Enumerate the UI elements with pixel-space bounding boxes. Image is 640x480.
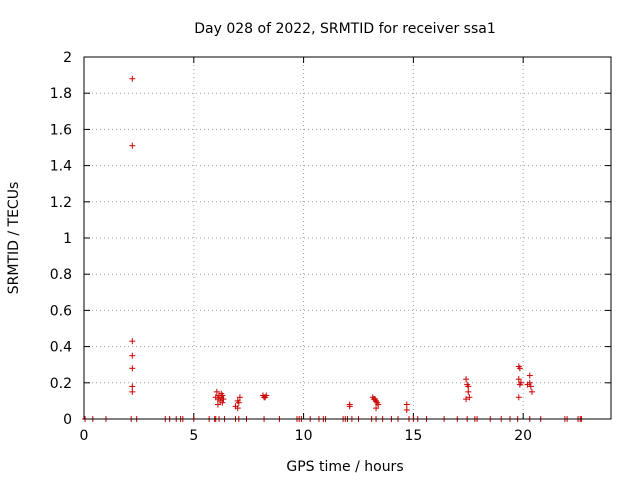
y-tick-label: 0.4 — [50, 340, 72, 356]
data-point — [403, 406, 410, 413]
data-point — [219, 399, 226, 406]
x-tick-label: 10 — [295, 428, 313, 444]
y-tick-label: 1.4 — [50, 159, 72, 175]
y-tick-label: 1.2 — [50, 195, 72, 211]
data-point — [220, 396, 227, 403]
data-point — [129, 365, 136, 372]
data-point — [465, 388, 472, 395]
x-tick-label: 5 — [189, 428, 198, 444]
data-point — [129, 142, 136, 149]
data-point — [527, 383, 534, 390]
plot-frame — [83, 56, 612, 420]
x-tick-label: 0 — [80, 428, 89, 444]
x-tick-label: 15 — [404, 428, 422, 444]
y-tick-label: 0.8 — [50, 267, 72, 283]
data-point — [515, 376, 522, 383]
data-point — [212, 394, 219, 401]
y-tick-label: 1.6 — [50, 122, 72, 138]
data-point — [213, 388, 220, 395]
data-point — [346, 403, 353, 410]
y-tick-label: 0 — [63, 412, 72, 428]
data-point — [403, 401, 410, 408]
y-tick-label: 2 — [63, 50, 72, 66]
grid-lines — [84, 57, 611, 419]
data-point — [373, 405, 380, 412]
data-point — [466, 394, 473, 401]
y-tick-label: 1 — [63, 231, 72, 247]
data-point — [515, 394, 522, 401]
data-point — [463, 396, 470, 403]
axis-ticks: 0 5 10 15 20 0 0.2 0.4 0.6 0.8 1 1.2 1.4 1.6 1.8 2 — [50, 50, 611, 444]
data-point — [234, 397, 241, 404]
data-point — [214, 401, 221, 408]
data-point — [375, 401, 382, 408]
data-point — [234, 405, 241, 412]
data-point — [129, 352, 136, 359]
data-point — [517, 379, 524, 386]
data-point — [526, 372, 533, 379]
data-point — [219, 392, 226, 399]
y-tick-label: 0.6 — [50, 303, 72, 319]
data-point — [129, 383, 136, 390]
x-tick-label: 20 — [514, 428, 532, 444]
data-point — [129, 388, 136, 395]
data-point — [516, 365, 523, 372]
y-axis-label: SRMTID / TECUs — [6, 182, 22, 295]
y-tick-label: 1.8 — [50, 86, 72, 102]
data-point — [465, 383, 472, 390]
data-point — [370, 396, 377, 403]
data-point — [236, 394, 243, 401]
data-point — [528, 388, 535, 395]
data-point — [129, 75, 136, 82]
data-points — [82, 75, 585, 422]
chart-title: Day 028 of 2022, SRMTID for receiver ssa… — [194, 21, 496, 37]
y-tick-label: 0.2 — [50, 376, 72, 392]
x-axis-label: GPS time / hours — [286, 459, 403, 475]
data-point — [129, 338, 136, 345]
data-point — [524, 381, 531, 388]
data-point — [463, 376, 470, 383]
data-point — [263, 392, 270, 399]
